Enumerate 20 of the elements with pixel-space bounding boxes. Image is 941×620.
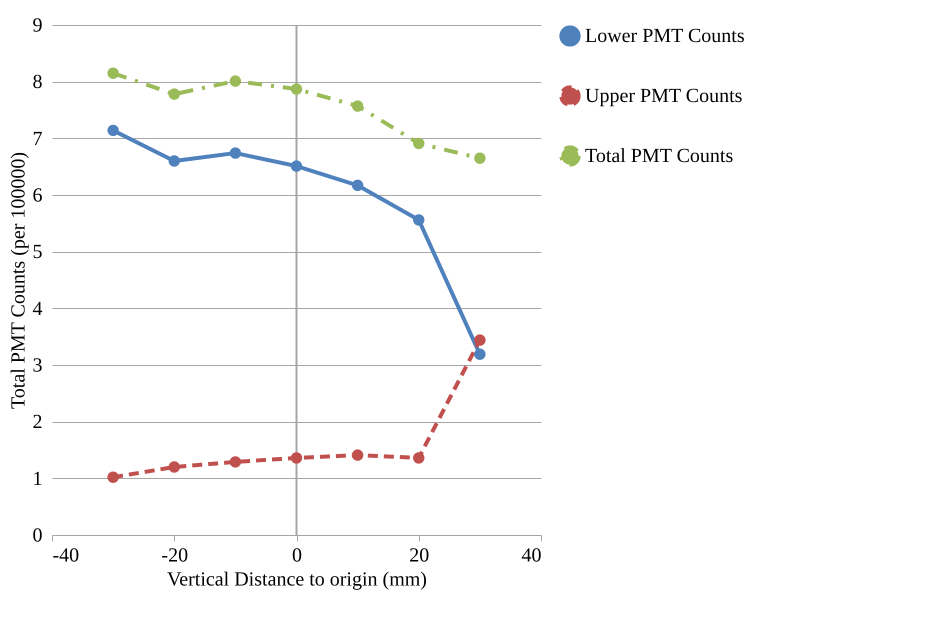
x-tick-label: 40 — [522, 544, 542, 566]
y-tick-label: 2 — [32, 411, 42, 434]
x-tick-label: -40 — [52, 544, 80, 566]
y-tick-label: 6 — [32, 184, 42, 206]
x-axis-title: Vertical Distance to origin (mm) — [167, 568, 427, 590]
y-axis-title: Total PMT Counts (per 100000) — [8, 152, 30, 410]
y-tick-label: 7 — [32, 128, 42, 150]
y-tick-label: 1 — [32, 468, 42, 490]
y-tick-label: 8 — [32, 71, 42, 94]
y-tick-label: 4 — [32, 298, 42, 320]
legend-label: Lower PMT Counts — [585, 25, 745, 47]
y-tick-label: 3 — [32, 354, 42, 376]
legend-label: Upper PMT Counts — [585, 85, 743, 107]
x-tick-label: 0 — [292, 544, 302, 566]
y-tick-label: 0 — [32, 524, 42, 546]
x-tick-label: 20 — [409, 544, 430, 566]
x-tick-label: -20 — [161, 544, 188, 566]
legend-label: Total PMT Counts — [585, 145, 734, 167]
y-tick-label: 5 — [32, 241, 42, 264]
y-tick-label: 9 — [32, 14, 42, 36]
